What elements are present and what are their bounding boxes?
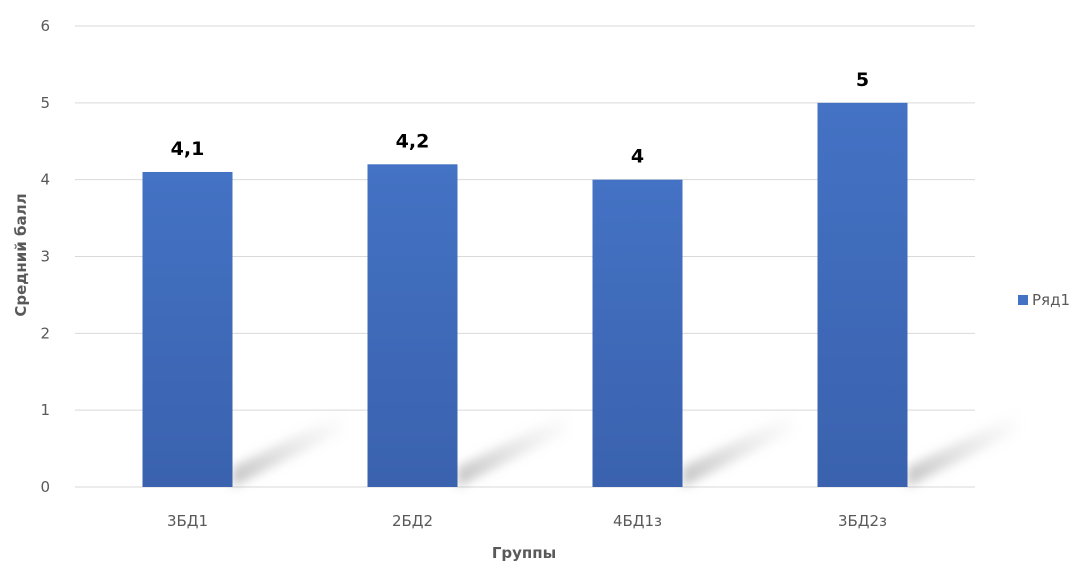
x-axis-ticks: 3БД1 2БД2 4БД1з 3БД2з bbox=[167, 512, 887, 530]
bar-shadow bbox=[457, 412, 568, 487]
x-tick-label: 2БД2 bbox=[392, 512, 433, 530]
y-tick-label: 6 bbox=[40, 17, 50, 35]
bar bbox=[142, 171, 233, 487]
y-tick-label: 3 bbox=[40, 248, 50, 266]
y-tick-label: 5 bbox=[40, 94, 50, 112]
bar-shadow bbox=[682, 412, 793, 487]
bar-shadow bbox=[232, 412, 343, 487]
y-axis-ticks: 0 1 2 3 4 5 6 bbox=[40, 17, 50, 496]
bar bbox=[367, 164, 458, 488]
data-labels: 4,1 4,2 4 5 bbox=[171, 69, 869, 168]
bar-shadows bbox=[232, 412, 1018, 487]
y-tick-label: 1 bbox=[40, 401, 50, 419]
bar bbox=[817, 102, 908, 487]
bar-shadow bbox=[907, 412, 1018, 487]
y-tick-label: 2 bbox=[40, 324, 50, 342]
x-tick-label: 3БД2з bbox=[838, 512, 887, 530]
legend: Ряд1 bbox=[1018, 291, 1070, 309]
data-label: 5 bbox=[856, 69, 869, 91]
legend-entry: Ряд1 bbox=[1032, 291, 1070, 309]
legend-swatch bbox=[1018, 295, 1028, 305]
x-axis-title: Группы bbox=[492, 544, 556, 562]
bars bbox=[142, 102, 908, 488]
y-tick-label: 0 bbox=[40, 478, 50, 496]
data-label: 4,2 bbox=[396, 130, 430, 152]
data-label: 4,1 bbox=[171, 138, 205, 160]
x-tick-label: 4БД1з bbox=[613, 512, 662, 530]
bar bbox=[592, 179, 683, 487]
data-label: 4 bbox=[631, 146, 644, 168]
y-axis-title: Средний балл bbox=[12, 193, 30, 316]
y-tick-label: 4 bbox=[40, 171, 50, 189]
x-tick-label: 3БД1 bbox=[167, 512, 208, 530]
